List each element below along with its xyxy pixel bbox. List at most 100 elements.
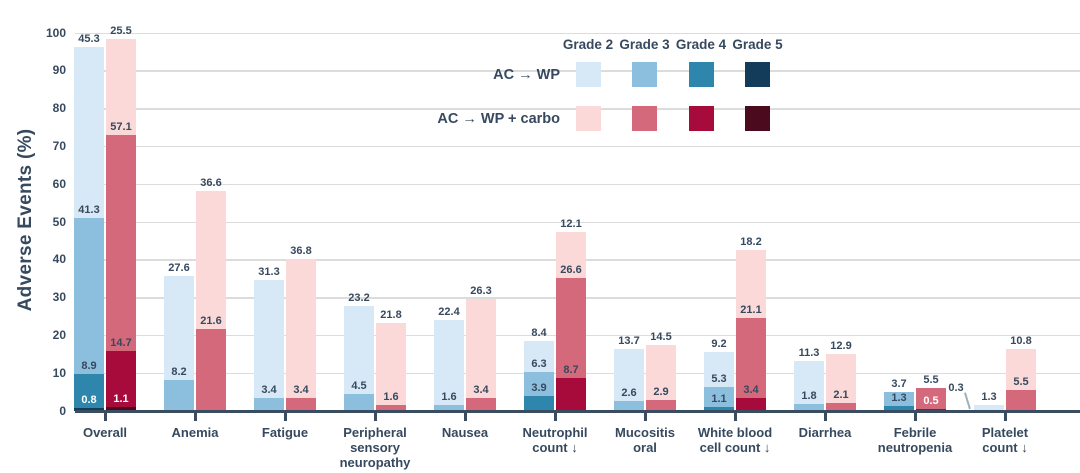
x-axis-tick [103,413,107,421]
legend-series-label: AC → WP + carbo [437,111,560,127]
bar-segment-carbo-g3 [376,404,406,411]
bar-segment-wp-g4 [704,406,734,411]
x-axis-tick [733,413,737,421]
bar-segment-wp-g3 [884,392,914,407]
bar-value-label: 21.1 [740,304,762,317]
bar-value-label: 45.3 [78,32,100,45]
bar-segment-carbo-g3 [1006,390,1036,411]
x-axis-tick [643,413,647,421]
bar-segment-wp-g4 [524,396,554,411]
bar-value-label: 2.6 [621,387,637,400]
bar-segment-wp-g2 [704,352,734,387]
legend-grade-header: Grade 4 [675,37,727,52]
bar-segment-wp-g2 [614,349,644,402]
bar-value-label: 3.4 [261,384,277,397]
legend-series-label: AC → WP [493,67,560,83]
bar-segment-carbo-g3 [286,398,316,411]
bar-value-label: 6.3 [531,358,547,371]
x-axis-tick [823,413,827,421]
legend-swatch-wp-g4 [688,62,714,87]
bar-value-label: 57.1 [110,121,132,134]
bar-segment-carbo-g3 [646,400,676,411]
bar-value-label: 8.4 [531,326,547,339]
y-axis-tick-label: 10 [52,365,66,380]
y-axis-tick-label: 60 [52,176,66,191]
bar-segment-carbo-g5 [106,406,136,411]
bar-segment-carbo-g2 [106,39,136,136]
bar-value-label: 8.7 [563,364,579,377]
bar-segment-carbo-g2 [556,231,586,278]
legend-grade-header: Grade 3 [619,37,670,52]
bar-value-label: 1.6 [441,390,457,403]
x-axis-category-label: Fatigue [261,425,309,440]
bar-value-label: 21.6 [200,315,222,328]
x-axis-category-label: White blood cell count ↓ [697,425,773,455]
bar-value-label: 9.2 [711,338,727,351]
bar-segment-wp-g2 [974,404,1004,410]
bar-segment-wp-g3 [794,404,824,411]
bar-value-label: 3.4 [293,384,309,397]
x-axis-category-label: Diarrhea [798,425,852,440]
y-axis-tick-label: 20 [52,327,66,342]
bar-segment-wp-g3 [434,404,464,411]
bar-value-label: 36.6 [200,177,222,189]
bar-value-label: 1.1 [113,392,129,405]
bar-value-label: 8.2 [171,366,187,378]
bar-segment-carbo-g3 [916,388,946,410]
y-axis-tick-label: 40 [52,252,66,267]
bar-segment-carbo-g2 [646,345,676,401]
bar-segment-carbo-g2 [826,354,856,404]
bar-value-label: 18.2 [740,235,762,248]
x-axis-category-label: Febrile neutropenia [877,425,953,455]
bar-value-label: 3.9 [531,382,547,395]
x-axis-tick [373,413,377,421]
bar-segment-wp-g4 [74,374,104,408]
bar-segment-carbo-g2 [376,322,406,405]
bar-value-label: 0.5 [923,395,939,408]
bar-segment-carbo-g2 [1006,349,1036,391]
y-axis-tick-label: 80 [52,101,66,116]
bar-value-label: 3.4 [473,384,489,397]
legend-swatch-wp-g3 [632,62,657,87]
x-axis-category-label: Nausea [441,425,489,440]
bar-segment-carbo-g3 [556,277,586,379]
bar-value-label: 21.8 [380,308,402,321]
bar-segment-carbo-g2 [466,298,496,399]
bar-segment-wp-g4 [884,406,914,411]
bar-value-label: 12.9 [830,340,852,353]
x-axis-category-label: Platelet count ↓ [981,425,1029,455]
gridline [75,145,1080,148]
legend-swatch-carbo-g5 [745,106,770,131]
bar-value-label: 12.1 [560,217,582,230]
bar-value-label: 0.3 [948,381,964,394]
bar-segment-wp-g2 [794,361,824,405]
bar-segment-carbo-g4 [736,398,766,411]
bar-segment-wp-g3 [704,386,734,407]
bar-value-label: 14.5 [650,331,672,344]
bar-segment-wp-g2 [344,306,374,394]
bar-segment-wp-g5 [74,407,104,411]
legend-swatch-carbo-g3 [632,106,657,131]
bar-segment-wp-g3 [164,380,194,411]
bar-value-label: 1.3 [891,392,907,405]
legend-swatch-carbo-g2 [575,106,601,131]
bar-value-label: 14.7 [110,337,132,350]
legend-swatch-carbo-g4 [688,106,714,131]
bar-value-label: 23.2 [348,292,370,305]
x-axis-category-label: Anemia [171,425,219,440]
bar-value-label: 4.5 [351,379,367,392]
bar-value-label: 2.1 [833,389,849,402]
bar-segment-carbo-g3 [106,135,136,352]
bar-value-label: 27.6 [168,261,190,274]
bar-segment-carbo-g2 [736,249,766,319]
bar-value-label: 5.5 [1013,376,1029,389]
y-axis-tick-label: 50 [52,214,66,229]
bar-segment-wp-g3 [524,372,554,397]
x-axis-line [75,409,1080,413]
bar-segment-wp-g3 [254,398,284,411]
bar-value-label: 3.7 [891,378,907,391]
bar-value-label: 31.3 [258,265,280,278]
x-axis-tick [193,413,197,421]
y-axis-tick-label: 100 [45,25,66,40]
